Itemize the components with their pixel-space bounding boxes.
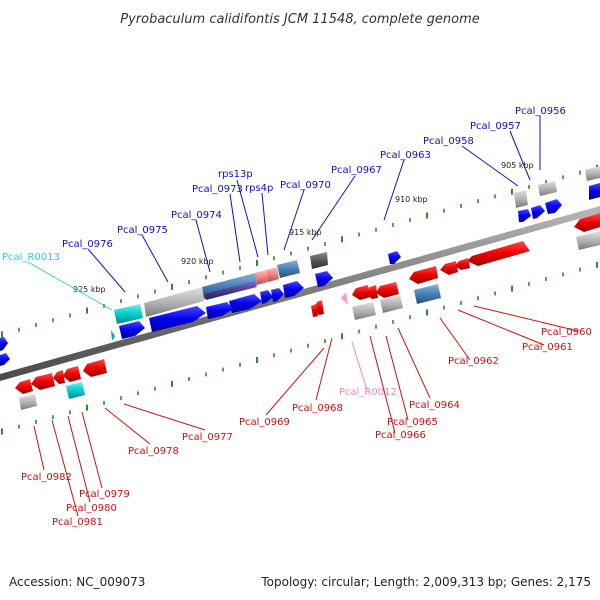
gene-arrow-rps13p-b[interactable] bbox=[260, 290, 273, 304]
gene-label-pcal-0981[interactable]: Pcal_0981 bbox=[52, 517, 103, 528]
gene-arrow-pcal-0967b[interactable] bbox=[315, 271, 333, 287]
gene-label-pcal-0957[interactable]: Pcal_0957 bbox=[470, 121, 521, 132]
gene-label-pcal-0976[interactable]: Pcal_0976 bbox=[62, 239, 113, 250]
gene-arrow-pcal-0961[interactable] bbox=[467, 241, 530, 266]
gene-arrow-pcal-0980[interactable] bbox=[53, 370, 65, 384]
gene-box-pcal-0970[interactable] bbox=[277, 260, 300, 278]
ruler-label-920: 920 kbp bbox=[181, 257, 214, 266]
gene-arrow-pcal-0970b[interactable] bbox=[283, 281, 304, 298]
gene-arrow-pcal-0982[interactable] bbox=[15, 379, 33, 394]
ruler-label-910: 910 kbp bbox=[395, 195, 428, 204]
gene-arrow-pcal-0956[interactable] bbox=[589, 183, 600, 200]
gene-label-pcal-0975[interactable]: Pcal_0975 bbox=[117, 225, 168, 236]
gene-arrow-rps4p-b[interactable] bbox=[271, 288, 284, 302]
gene-arrow-pcal-0964[interactable] bbox=[409, 266, 438, 284]
gene-arrow-pcal-0978[interactable] bbox=[63, 366, 81, 382]
ruler-label-915: 915 kbp bbox=[289, 228, 322, 237]
gene-box-pcal-0979[interactable] bbox=[66, 382, 85, 399]
gene-arrow-left-edge-b[interactable] bbox=[0, 353, 10, 366]
ruler-labels: 905 kbp 910 kbp 915 kbp 920 kbp 925 kbp bbox=[73, 161, 534, 294]
gene-arrow-pcal-0960[interactable] bbox=[574, 213, 600, 232]
gene-box-pcal-0982b[interactable] bbox=[19, 394, 37, 410]
gene-label-pcal-0979[interactable]: Pcal_0979 bbox=[79, 489, 130, 500]
gene-arrow-pcal-0965b[interactable] bbox=[376, 282, 399, 298]
gene-arrow-pcal-0962b[interactable] bbox=[455, 258, 470, 270]
gene-label-pcal-0969[interactable]: Pcal_0969 bbox=[239, 417, 290, 428]
gene-box-rps13p[interactable] bbox=[255, 270, 268, 285]
gene-labels-top: Pcal_0956 Pcal_0957 Pcal_0958 Pcal_0963 … bbox=[2, 106, 566, 263]
gene-arrow-pcal-0966[interactable] bbox=[352, 285, 371, 300]
gene-arrow-left-edge[interactable] bbox=[0, 337, 8, 351]
gene-arrow-pcal-0969[interactable] bbox=[311, 304, 318, 317]
gene-features bbox=[0, 166, 600, 410]
gene-box-pcal-0958[interactable] bbox=[514, 190, 528, 208]
gene-box-pcal-0974[interactable] bbox=[204, 281, 257, 300]
accession-text: Accession: NC_009073 bbox=[9, 575, 145, 589]
gene-arrow-pcal-0962[interactable] bbox=[440, 261, 458, 275]
gene-label-pcal-0956[interactable]: Pcal_0956 bbox=[515, 106, 566, 117]
gene-arrow-pcal-0973b[interactable] bbox=[229, 294, 262, 313]
gene-label-rps4p[interactable]: rps4p bbox=[245, 183, 273, 194]
ruler-label-925: 925 kbp bbox=[73, 285, 106, 294]
gene-label-pcal-0978[interactable]: Pcal_0978 bbox=[128, 446, 179, 457]
gene-arrow-pcal-0975b[interactable] bbox=[149, 306, 206, 332]
gene-label-pcal-0961[interactable]: Pcal_0961 bbox=[522, 342, 573, 353]
genome-stats-text: Topology: circular; Length: 2,009,313 bp… bbox=[260, 575, 591, 589]
gene-label-pcal-0967[interactable]: Pcal_0967 bbox=[331, 165, 382, 176]
gene-label-pcal-0982[interactable]: Pcal_0982 bbox=[21, 472, 72, 483]
gene-label-pcal-0966[interactable]: Pcal_0966 bbox=[375, 430, 426, 441]
gene-label-pcal-0970[interactable]: Pcal_0970 bbox=[280, 180, 331, 191]
genome-backbone bbox=[0, 206, 600, 381]
gene-label-pcal-0963[interactable]: Pcal_0963 bbox=[380, 150, 431, 161]
gene-arrow-pcal-0963[interactable] bbox=[388, 251, 401, 264]
gene-arrow-pcal-0959b[interactable] bbox=[531, 205, 545, 219]
gene-arrow-pcal-0981[interactable] bbox=[31, 373, 55, 390]
gene-labels-bottom: Pcal_0960 Pcal_0961 Pcal_0962 Pcal_0964 … bbox=[21, 327, 592, 528]
gene-box-pcal-0960b[interactable] bbox=[576, 231, 600, 250]
gene-label-pcal-0968[interactable]: Pcal_0968 bbox=[292, 403, 343, 414]
ruler-label-905: 905 kbp bbox=[501, 161, 534, 170]
genome-title: Pyrobaculum calidifontis JCM 11548, comp… bbox=[120, 12, 480, 27]
gene-label-pcal-0964[interactable]: Pcal_0964 bbox=[409, 400, 460, 411]
gene-box-pcal-0964b[interactable] bbox=[414, 284, 441, 304]
leader-lines bbox=[27, 116, 579, 517]
gene-arrow-pcal-0959[interactable] bbox=[518, 209, 531, 222]
trna-marker-r0013[interactable] bbox=[111, 330, 115, 341]
gene-arrow-pcal-0977[interactable] bbox=[83, 359, 107, 377]
gene-label-pcal-0977[interactable]: Pcal_0977 bbox=[182, 432, 233, 443]
gene-arrow-pcal-0959c[interactable] bbox=[545, 199, 562, 214]
gene-box-rps4p[interactable] bbox=[266, 267, 279, 282]
gene-box-extra-1[interactable] bbox=[585, 166, 600, 181]
gene-arrow-pcal-0966c[interactable] bbox=[367, 285, 378, 299]
gene-label-pcal-0958[interactable]: Pcal_0958 bbox=[423, 136, 474, 147]
gene-label-rps13p[interactable]: rps13p bbox=[218, 169, 253, 180]
gene-label-pcal-r0013[interactable]: Pcal_R0013 bbox=[2, 252, 60, 263]
gene-arrow-pcal-0976[interactable] bbox=[119, 321, 145, 339]
rna-arrow-pcal-r0012[interactable] bbox=[341, 292, 348, 305]
gene-box-pcal-0966b[interactable] bbox=[352, 302, 376, 320]
gene-label-pcal-0980[interactable]: Pcal_0980 bbox=[66, 503, 117, 514]
gene-label-pcal-0974[interactable]: Pcal_0974 bbox=[171, 210, 222, 221]
gene-label-pcal-0962[interactable]: Pcal_0962 bbox=[448, 356, 499, 367]
gene-arrow-pcal-0974b[interactable] bbox=[206, 302, 233, 319]
gene-label-pcal-0960[interactable]: Pcal_0960 bbox=[541, 327, 592, 338]
gene-box-pcal-0957[interactable] bbox=[538, 181, 557, 196]
gene-box-pcal-0967[interactable] bbox=[310, 252, 328, 269]
ruler-ticks bbox=[1, 164, 598, 435]
gene-label-pcal-0973[interactable]: Pcal_0973 bbox=[192, 184, 243, 195]
gene-label-pcal-r0012[interactable]: Pcal_R0012 bbox=[339, 387, 397, 398]
gene-label-pcal-0965[interactable]: Pcal_0965 bbox=[387, 417, 438, 428]
rna-box-pcal-r0013[interactable] bbox=[114, 304, 143, 324]
gene-box-pcal-0965[interactable] bbox=[380, 295, 403, 313]
gene-box-pcal-0975[interactable] bbox=[144, 287, 204, 317]
